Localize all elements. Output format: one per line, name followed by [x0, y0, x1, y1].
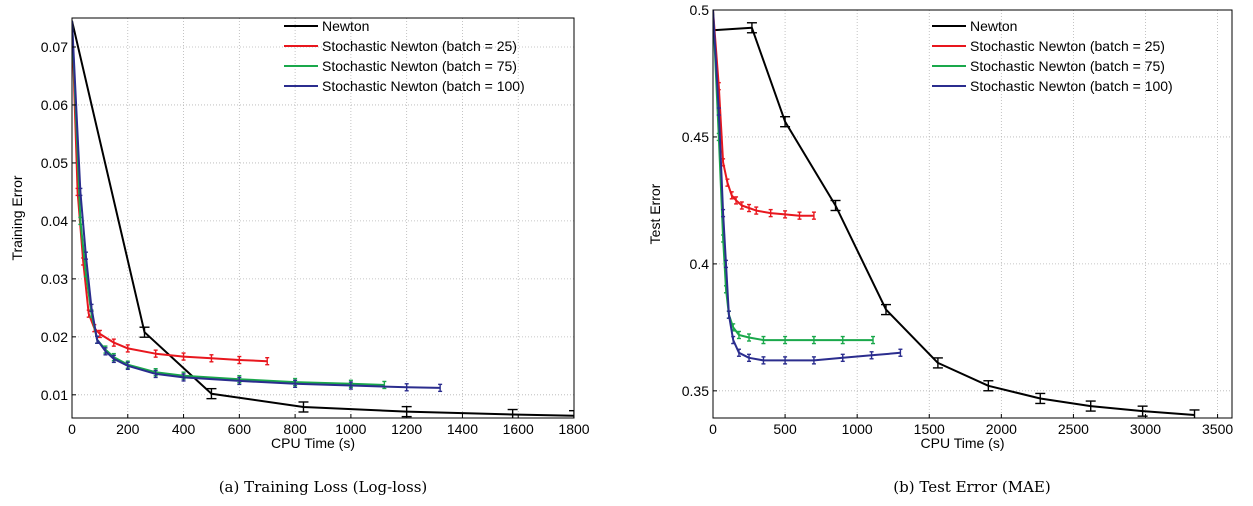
y-tick-label: 0.35 — [682, 383, 709, 399]
x-axis-label: CPU Time (s) — [921, 435, 1005, 451]
x-tick-label: 3000 — [1130, 421, 1161, 437]
x-tick-label: 3500 — [1202, 421, 1233, 437]
x-tick-label: 0 — [68, 421, 76, 437]
legend: Newton Stochastic Newton (batch = 25) Stoc… — [284, 18, 525, 94]
x-tick-label: 400 — [172, 421, 196, 437]
x-tick-label: 1200 — [391, 421, 422, 437]
series-line-3 — [72, 20, 441, 389]
x-tick-label: 2500 — [1058, 421, 1089, 437]
series-line-2 — [713, 9, 873, 342]
plot-frame — [71, 17, 575, 419]
legend-entry-1: Stochastic Newton (batch = 25) — [970, 38, 1165, 54]
chart-panel-1: 0 500 1000 1500 2000 2500 3000 3500 0.35 0.4 0.45 0… — [647, 2, 1233, 496]
x-tick-label: 600 — [228, 421, 252, 437]
x-tick-label: 800 — [283, 421, 307, 437]
x-tick-label: 0 — [709, 421, 717, 437]
y-tick-label: 0.45 — [682, 129, 709, 145]
y-tick-label: 0.4 — [690, 256, 710, 272]
legend-entry-1: Stochastic Newton (batch = 25) — [322, 38, 517, 54]
legend-entry-0: Newton — [970, 18, 1017, 34]
y-tick-label: 0.02 — [41, 329, 68, 345]
x-tick-label: 500 — [773, 421, 797, 437]
x-axis-label: CPU Time (s) — [271, 435, 355, 451]
y-tick-label: 0.06 — [41, 97, 68, 113]
x-tick-label: 1000 — [842, 421, 873, 437]
series-line-2 — [72, 20, 385, 386]
x-tick-label: 1400 — [447, 421, 478, 437]
y-tick-label: 0.04 — [41, 213, 68, 229]
y-tick-label: 0.03 — [41, 271, 68, 287]
series-line-1 — [713, 9, 814, 217]
x-tick-label: 1800 — [558, 421, 589, 437]
y-tick-label: 0.5 — [690, 2, 710, 18]
x-tick-label: 200 — [116, 421, 140, 437]
x-tick-label: 2000 — [986, 421, 1017, 437]
y-axis-label: Test Error — [647, 183, 663, 244]
y-tick-label: 0.07 — [41, 39, 68, 55]
y-tick-label: 0.01 — [41, 387, 68, 403]
legend: Newton Stochastic Newton (batch = 25) Stoc… — [932, 18, 1173, 94]
y-axis-label: Training Error — [9, 175, 25, 260]
series-line-1 — [72, 20, 268, 363]
legend-entry-2: Stochastic Newton (batch = 75) — [322, 58, 517, 74]
y-tick-label: 0.05 — [41, 155, 68, 171]
plot-area — [713, 9, 1200, 418]
chart-panel-0: 0 200 400 600 800 1000 1200 1400 1600 1800 0.01 0.0… — [9, 17, 590, 496]
figure-caption: (a) Training Loss (Log-loss) — [219, 478, 428, 496]
plot-area — [72, 20, 574, 418]
x-tick-label: 1000 — [335, 421, 366, 437]
legend-entry-3: Stochastic Newton (batch = 100) — [322, 78, 525, 94]
x-tick-label: 1500 — [914, 421, 945, 437]
figure-caption: (b) Test Error (MAE) — [893, 478, 1050, 496]
legend-entry-0: Newton — [322, 18, 369, 34]
x-tick-label: 1600 — [503, 421, 534, 437]
legend-entry-3: Stochastic Newton (batch = 100) — [970, 78, 1173, 94]
series-line-3 — [713, 9, 901, 362]
legend-entry-2: Stochastic Newton (batch = 75) — [970, 58, 1165, 74]
plot-frame — [712, 9, 1233, 419]
